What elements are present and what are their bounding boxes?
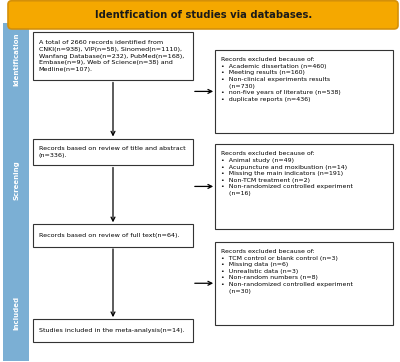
- Text: Screening: Screening: [13, 160, 19, 200]
- FancyBboxPatch shape: [215, 242, 393, 325]
- FancyBboxPatch shape: [33, 319, 193, 342]
- Text: Records excluded because of:
•  TCM control or blank control (n=3)
•  Missing da: Records excluded because of: • TCM contr…: [221, 249, 353, 294]
- FancyBboxPatch shape: [8, 1, 398, 29]
- Text: Identfication of studies via databases.: Identfication of studies via databases.: [94, 10, 312, 20]
- Text: Records excluded because of:
•  Academic dissertation (n=460)
•  Meeting results: Records excluded because of: • Academic …: [221, 57, 340, 102]
- FancyBboxPatch shape: [3, 265, 29, 361]
- Text: Included: Included: [13, 296, 19, 330]
- FancyBboxPatch shape: [3, 95, 29, 265]
- FancyBboxPatch shape: [33, 224, 193, 247]
- Text: Records excluded because of:
•  Animal study (n=49)
•  Acupuncture and moxibusti: Records excluded because of: • Animal st…: [221, 151, 353, 196]
- FancyBboxPatch shape: [215, 50, 393, 133]
- Text: Identification: Identification: [13, 32, 19, 85]
- FancyBboxPatch shape: [33, 32, 193, 80]
- FancyBboxPatch shape: [33, 139, 193, 165]
- FancyBboxPatch shape: [215, 144, 393, 229]
- Text: Records based on review of full text(n=64).: Records based on review of full text(n=6…: [39, 233, 179, 238]
- FancyBboxPatch shape: [3, 23, 29, 95]
- Text: Studies included in the meta-analysis(n=14).: Studies included in the meta-analysis(n=…: [39, 328, 184, 333]
- Text: A total of 2660 records identified from
CNKI(n=938), VIP(n=58), Sinomed(n=1110),: A total of 2660 records identified from …: [39, 41, 184, 72]
- Text: Records based on review of title and abstract
(n=336).: Records based on review of title and abs…: [39, 146, 186, 158]
